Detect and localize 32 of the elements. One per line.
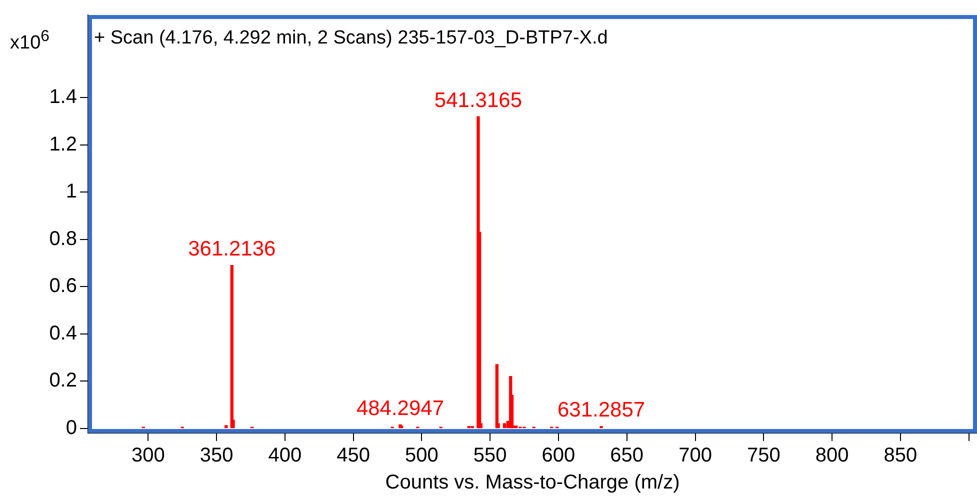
y-tick-label: 0.8 (49, 228, 77, 250)
y-tick-label: 0.4 (49, 322, 77, 344)
annotation: 361.2136 (188, 238, 276, 261)
x-axis-title: Counts vs. Mass-to-Charge (m/z) (385, 472, 680, 494)
annotation: 631.2857 (557, 398, 646, 422)
y-tick-label: 1.4 (49, 86, 77, 108)
x-tick-label: 550 (473, 444, 507, 467)
bar (230, 265, 234, 428)
bar (495, 364, 499, 428)
y-tick-label: 0.2 (49, 370, 77, 392)
x-tick-label: 650 (610, 444, 644, 467)
y-tick-label: 1.2 (49, 133, 77, 156)
x-tick-label: 600 (542, 444, 576, 467)
x-tick-label: 750 (746, 444, 780, 467)
x-tick-label: 450 (336, 444, 370, 467)
x-tick-label: 800 (815, 444, 849, 467)
y-tick-label: 0 (66, 416, 77, 439)
bar (224, 425, 228, 428)
x-tick-label: 850 (884, 444, 918, 467)
x-tick-label: 300 (131, 444, 165, 467)
y-tick-label: 0.6 (49, 275, 77, 298)
text: + Scan (4.176, 4.292 min, 2 Scans) 235-157-03_D-BTP7-X.d (94, 28, 608, 49)
annotation: 541.3165 (434, 88, 522, 112)
bar (514, 426, 518, 428)
bar (502, 423, 506, 428)
annotation: 484.2947 (356, 397, 444, 420)
x-tick-label: 700 (678, 444, 712, 467)
y-axis-title: x10$^{6}$ (10, 28, 50, 54)
x-tick-label: 400 (268, 444, 302, 467)
x-tick-label: 350 (200, 444, 234, 467)
x-tick-label: 500 (405, 444, 438, 467)
y-tick-label: 1 (66, 180, 77, 203)
